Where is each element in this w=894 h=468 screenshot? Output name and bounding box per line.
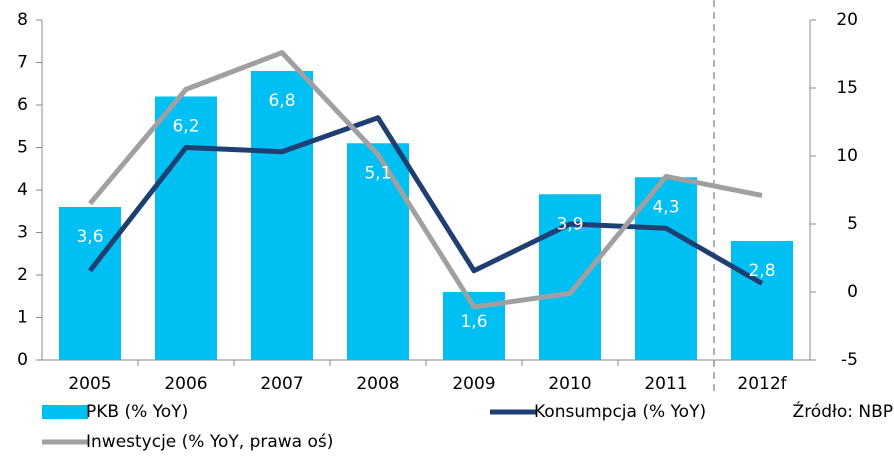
y2-tick-label: 20: [836, 10, 858, 30]
data-label: 2,8: [748, 261, 775, 281]
legend-label: Inwestycje (% YoY, prawa oś): [86, 432, 333, 452]
legend-label: Konsumpcja (% YoY): [534, 402, 706, 422]
y-tick-label: 6: [17, 95, 28, 115]
source: Źródło: NBP: [793, 400, 893, 422]
y2-tick-label: 5: [847, 214, 858, 234]
y2-tick-label: -5: [841, 350, 858, 370]
bar: [251, 71, 313, 360]
x-tick-label: 2010: [548, 374, 591, 394]
bar: [635, 177, 697, 360]
data-label: 6,8: [268, 91, 295, 111]
y-tick-label: 8: [17, 10, 28, 30]
data-label: 3,9: [556, 214, 583, 234]
x-tick-label: 2012f: [737, 374, 787, 394]
y2-tick-label: 10: [836, 146, 858, 166]
x-tick-label: 2006: [164, 374, 207, 394]
y-tick-label: 0: [17, 350, 28, 370]
data-label: 3,6: [76, 227, 103, 247]
line: [88, 115, 764, 286]
data-label: 6,2: [172, 117, 199, 137]
y-tick-label: 2: [17, 265, 28, 285]
y2-tick-label: 0: [847, 282, 858, 302]
y2-tick-label: 15: [836, 78, 858, 98]
x-tick-label: 2009: [452, 374, 495, 394]
x-tick-label: 2005: [68, 374, 111, 394]
bar: [59, 207, 121, 360]
x-tick-label: 2007: [260, 374, 303, 394]
y-tick-label: 3: [17, 223, 28, 243]
y-tick-label: 7: [17, 53, 28, 73]
y-tick-label: 5: [17, 138, 28, 158]
data-label: 4,3: [652, 197, 679, 217]
line: [88, 50, 763, 310]
bar: [155, 96, 217, 360]
data-label: 1,6: [460, 312, 487, 332]
bar: [731, 241, 793, 360]
x-tick-label: 2008: [356, 374, 399, 394]
y-tick-label: 4: [17, 180, 28, 200]
x-tick-label: 2011: [644, 374, 687, 394]
legend-swatch: [42, 405, 88, 419]
bar: [347, 143, 409, 360]
data-label: 5,1: [364, 163, 391, 183]
legend-label: PKB (% YoY): [86, 402, 188, 422]
y-tick-label: 1: [17, 308, 28, 328]
